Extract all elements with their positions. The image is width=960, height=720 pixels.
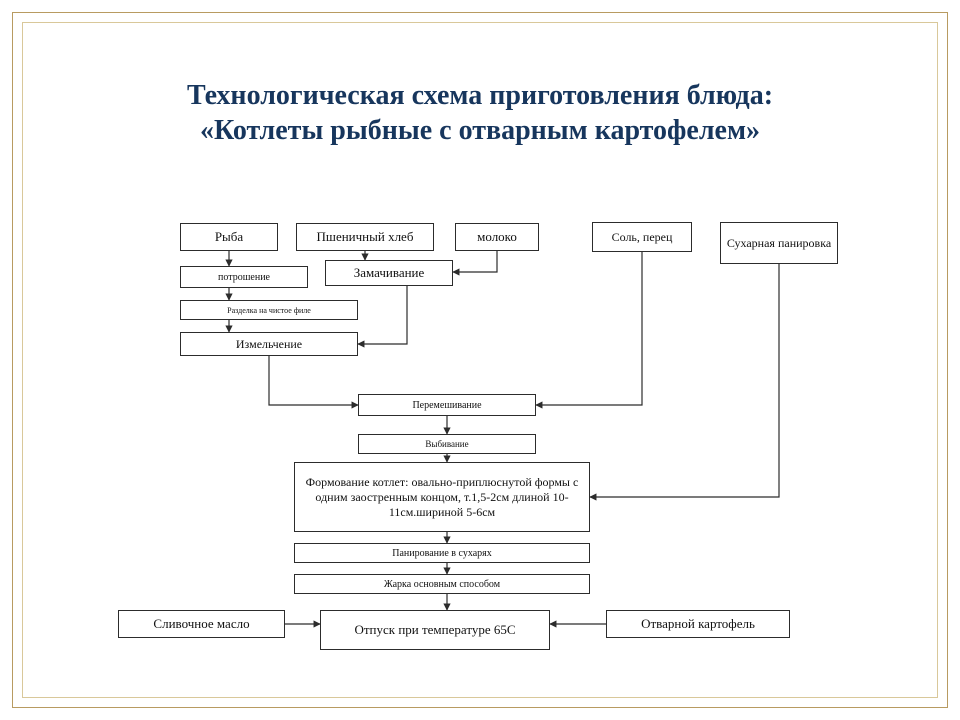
node-bread: Пшеничный хлеб — [296, 223, 434, 251]
node-grind: Измельчение — [180, 332, 358, 356]
node-serve: Отпуск при температуре 65С — [320, 610, 550, 650]
node-milk: молоко — [455, 223, 539, 251]
edge-crumbs-form — [590, 264, 779, 497]
node-form: Формование котлет: овально-приплюснутой … — [294, 462, 590, 532]
node-bread2: Панирование в сухарях — [294, 543, 590, 563]
page-title: Технологическая схема приготовления блюд… — [80, 78, 880, 148]
node-mix: Перемешивание — [358, 394, 536, 416]
node-salt: Соль, перец — [592, 222, 692, 252]
node-butter: Сливочное масло — [118, 610, 285, 638]
node-fry: Жарка основным способом — [294, 574, 590, 594]
edge-soak-grind — [358, 286, 407, 344]
node-beat: Выбивание — [358, 434, 536, 454]
node-gutting: потрошение — [180, 266, 308, 288]
edge-milk-soak — [453, 251, 497, 272]
node-soak: Замачивание — [325, 260, 453, 286]
slide-container: Технологическая схема приготовления блюд… — [0, 0, 960, 720]
node-fish: Рыба — [180, 223, 278, 251]
edge-grind-mix — [269, 356, 358, 405]
edge-salt-mix — [536, 252, 642, 405]
node-crumbs: Сухарная панировка — [720, 222, 838, 264]
node-potato: Отварной картофель — [606, 610, 790, 638]
title-line2: «Котлеты рыбные с отварным картофелем» — [200, 115, 760, 146]
node-fillet: Разделка на чистое филе — [180, 300, 358, 320]
title-line1: Технологическая схема приготовления блюд… — [187, 80, 773, 111]
